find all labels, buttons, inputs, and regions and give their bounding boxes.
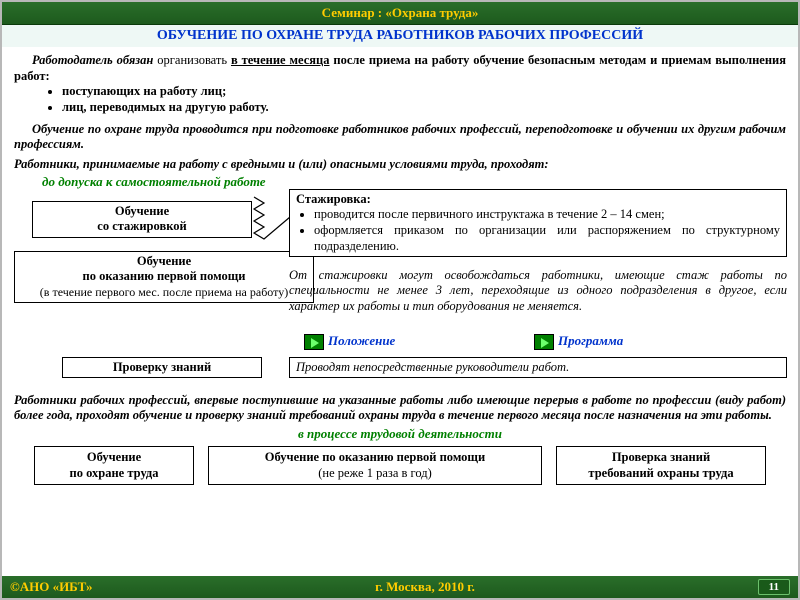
link-programma[interactable]: Программа: [534, 333, 623, 350]
box2-sub: (в течение первого мес. после приема на …: [19, 285, 309, 300]
link2-text: Программа: [558, 333, 623, 348]
intro-rest1: организовать: [153, 53, 231, 67]
play-icon[interactable]: [304, 334, 324, 350]
green-note-2: в процессе трудовой деятельности: [14, 426, 786, 442]
intern-title: Стажировка:: [296, 192, 780, 208]
zigzag-connector: [252, 189, 292, 249]
box-first-aid: Обучение по оказанию первой помощи (в те…: [14, 251, 314, 303]
bottom-box-2: Обучение по оказанию первой помощи (не р…: [208, 446, 542, 485]
b2-t1: Обучение по оказанию первой помощи: [215, 450, 535, 466]
internship-box: Стажировка: проводится после первичного …: [289, 189, 787, 258]
b3-t1: Проверка знаний: [563, 450, 759, 466]
bottom-box-3: Проверка знаний требований охраны труда: [556, 446, 766, 485]
box2-l1: Обучение: [19, 254, 309, 270]
slide: Семинар : «Охрана труда» ОБУЧЕНИЕ ПО ОХР…: [0, 0, 800, 600]
footer-bar: ©АНО «ИБТ» г. Москва, 2010 г. 11: [2, 576, 798, 598]
b3-t2: требований охраны труда: [563, 466, 759, 482]
header-bar: Семинар : «Охрана труда»: [2, 2, 798, 25]
bottom-box-1: Обучение по охране труда: [34, 446, 194, 485]
b1-t1: Обучение: [41, 450, 187, 466]
box-knowledge-check: Проверку знаний: [62, 357, 262, 379]
intro-underline: в течение месяца: [231, 53, 330, 67]
intro-paragraph: Работодатель обязан организовать в течен…: [14, 53, 786, 84]
box-training-internship: Обучение со стажировкой: [32, 201, 252, 238]
box1-l1: Обучение: [37, 204, 247, 220]
diagram: Обучение со стажировкой Обучение по оказ…: [14, 193, 786, 389]
link1-text: Положение: [328, 333, 395, 348]
link-polozhenie[interactable]: Положение: [304, 333, 395, 350]
box2-l2: по оказанию первой помощи: [19, 269, 309, 285]
supervisor-box: Проводят непосредственные руководители р…: [289, 357, 787, 379]
b2-s: (не реже 1 раза в год): [215, 466, 535, 482]
footer-left: ©АНО «ИБТ»: [10, 579, 92, 595]
content-area: Работодатель обязан организовать в течен…: [2, 47, 798, 485]
page-number: 11: [758, 579, 790, 595]
intro-bullets: поступающих на работу лиц; лиц, переводи…: [14, 84, 786, 115]
bottom-row: Обучение по охране труда Обучение по ока…: [14, 446, 786, 485]
footer-center: г. Москва, 2010 г.: [375, 579, 475, 595]
header-text: Семинар : «Охрана труда»: [322, 5, 479, 20]
intro-lead: Работодатель обязан: [32, 53, 153, 67]
para3: Работники, принимаемые на работу с вредн…: [14, 157, 786, 173]
intern-b2: оформляется приказом по организации или …: [314, 223, 780, 254]
b1-t2: по охране труда: [41, 466, 187, 482]
bullet-2: лиц, переводимых на другую работу.: [62, 100, 786, 116]
para2: Обучение по охране труда проводится при …: [14, 122, 786, 153]
page-title: ОБУЧЕНИЕ ПО ОХРАНЕ ТРУДА РАБОТНИКОВ РАБО…: [2, 25, 798, 47]
box1-l2: со стажировкой: [37, 219, 247, 235]
bullet-1: поступающих на работу лиц;: [62, 84, 786, 100]
box3-text: Проверку знаний: [113, 360, 211, 374]
intern-b1: проводится после первичного инструктажа …: [314, 207, 780, 223]
play-icon[interactable]: [534, 334, 554, 350]
para4: Работники рабочих профессий, впервые пос…: [14, 393, 786, 424]
internship-note: От стажировки могут освобождаться работн…: [289, 268, 787, 315]
